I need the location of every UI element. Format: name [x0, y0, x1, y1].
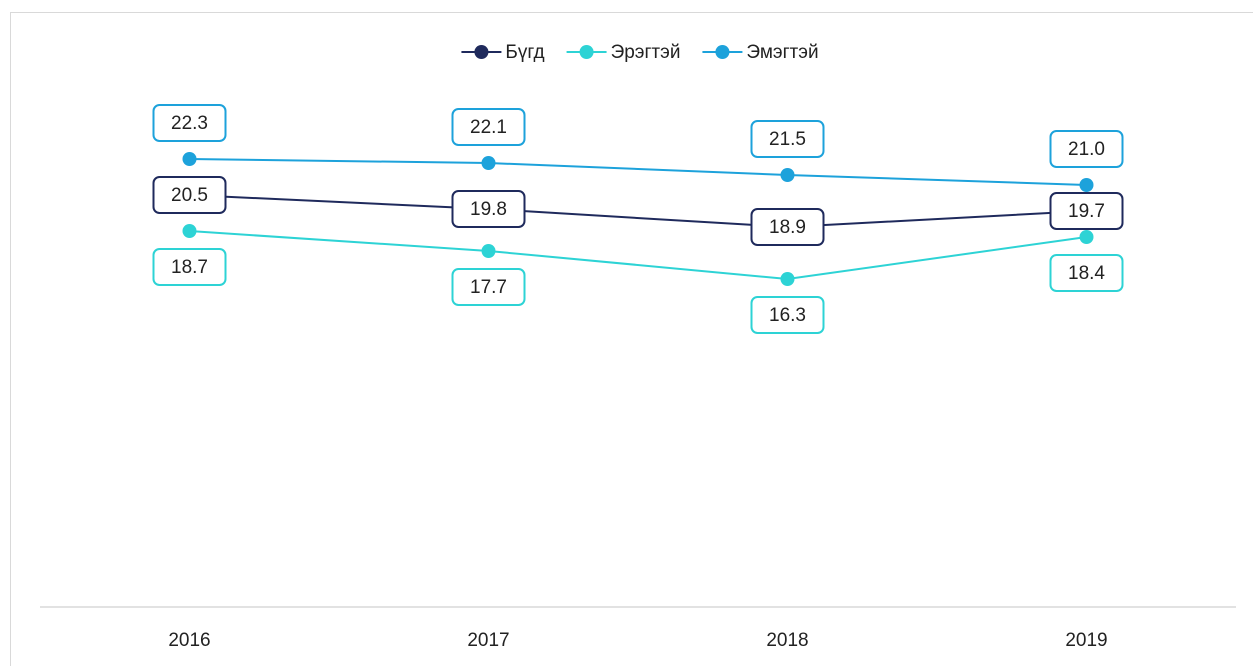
- data-label: 20.5: [171, 185, 208, 206]
- data-point: [481, 156, 496, 170]
- data-label: 22.3: [171, 113, 208, 134]
- data-label-box: [750, 296, 825, 334]
- data-label-box: [451, 108, 526, 146]
- legend-marker: [715, 45, 730, 59]
- series-line: [189, 194, 1087, 229]
- data-label: 18.7: [171, 257, 208, 278]
- data-label-box: [750, 120, 825, 158]
- data-label-box: [1049, 192, 1124, 230]
- data-point: [780, 168, 795, 182]
- series-line: [189, 230, 1087, 281]
- series-line: [189, 158, 1087, 186]
- x-tick-label: 2019: [1065, 630, 1107, 651]
- data-point: [1079, 178, 1094, 192]
- data-label: 22.1: [470, 117, 507, 138]
- legend-label: Эмэгтэй: [746, 42, 818, 63]
- data-label-box: [451, 190, 526, 228]
- data-point: [1079, 230, 1094, 244]
- data-label: 17.7: [470, 277, 507, 298]
- legend-item: Эмэгтэй: [702, 42, 819, 63]
- data-label-box: [152, 104, 227, 142]
- x-tick-label: 2018: [766, 630, 808, 651]
- data-label: 21.0: [1068, 139, 1105, 160]
- data-label: 21.5: [769, 129, 806, 150]
- data-label: 19.7: [1068, 201, 1105, 222]
- data-point: [481, 244, 496, 258]
- legend-marker: [474, 45, 489, 59]
- data-label-box: [1049, 254, 1124, 292]
- legend-marker: [579, 45, 594, 59]
- data-label: 16.3: [769, 305, 806, 326]
- data-label-box: [152, 176, 227, 214]
- data-label: 18.4: [1068, 263, 1105, 284]
- data-label-box: [1049, 130, 1124, 168]
- data-label-box: [152, 248, 227, 286]
- data-point: [182, 152, 197, 166]
- legend-item: Бүгд: [461, 42, 545, 63]
- data-point: [780, 272, 795, 286]
- data-point: [182, 224, 197, 238]
- x-tick-label: 2017: [467, 630, 509, 651]
- data-label: 18.9: [769, 217, 806, 238]
- legend-item: Эрэгтэй: [566, 42, 681, 63]
- legend-label: Эрэгтэй: [611, 42, 681, 63]
- data-label: 19.8: [470, 199, 507, 220]
- data-label-box: [451, 268, 526, 306]
- x-tick-label: 2016: [168, 630, 210, 651]
- data-label-box: [750, 208, 825, 246]
- legend-label: Бүгд: [505, 42, 544, 63]
